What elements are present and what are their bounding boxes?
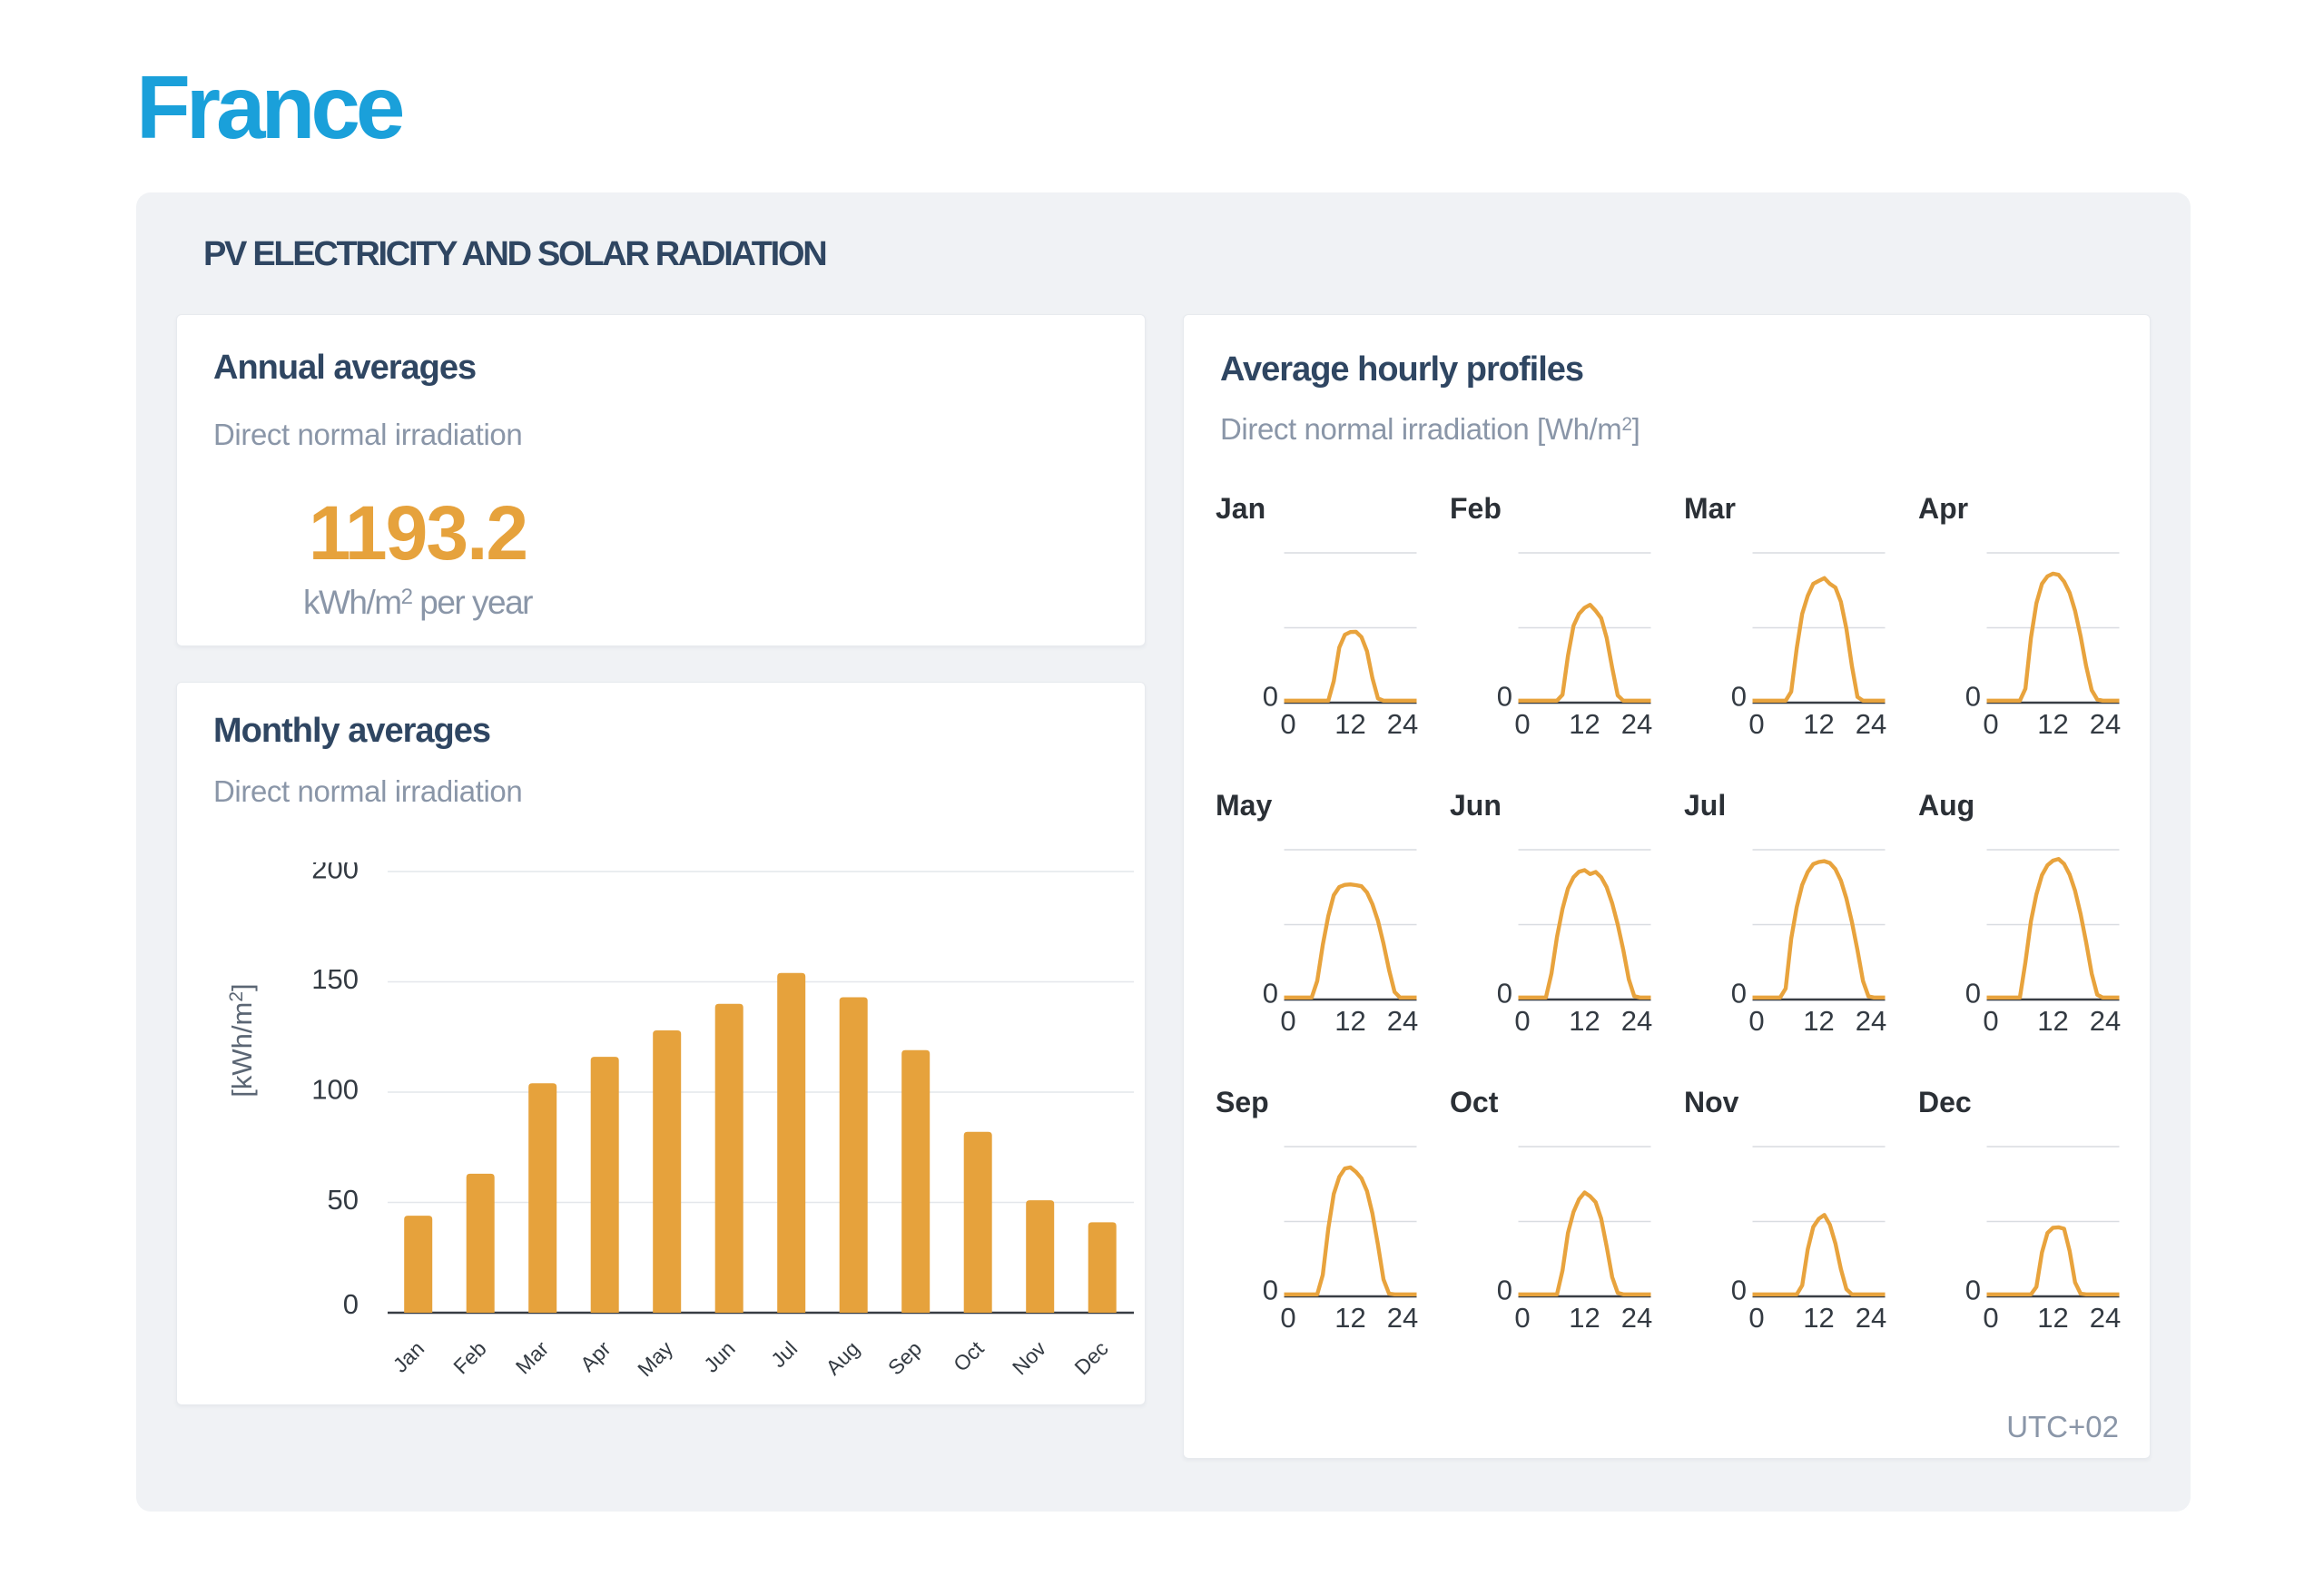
- svg-text:0: 0: [1497, 978, 1512, 1010]
- svg-text:12: 12: [2037, 1005, 2068, 1037]
- svg-text:0: 0: [1731, 1275, 1747, 1306]
- svg-text:0: 0: [1280, 708, 1295, 740]
- svg-text:12: 12: [1803, 708, 1834, 740]
- svg-text:12: 12: [1569, 1302, 1600, 1334]
- svg-text:Sep: Sep: [1216, 1086, 1269, 1118]
- svg-text:Sep: Sep: [883, 1336, 926, 1379]
- svg-text:Jun: Jun: [699, 1336, 740, 1377]
- svg-text:Aug: Aug: [821, 1336, 863, 1379]
- svg-text:0: 0: [1514, 1005, 1530, 1037]
- svg-text:Dec: Dec: [1918, 1086, 1972, 1118]
- svg-text:24: 24: [1387, 1302, 1418, 1334]
- svg-text:Jan: Jan: [389, 1336, 429, 1377]
- svg-text:0: 0: [1983, 708, 1998, 740]
- svg-text:0: 0: [1965, 681, 1981, 713]
- svg-text:24: 24: [1856, 708, 1886, 740]
- svg-text:24: 24: [1856, 1005, 1886, 1037]
- svg-text:0: 0: [1263, 1275, 1278, 1306]
- svg-text:Jul: Jul: [766, 1336, 802, 1372]
- svg-text:Oct: Oct: [1450, 1086, 1499, 1118]
- svg-text:Jul: Jul: [1684, 789, 1726, 822]
- svg-text:24: 24: [2090, 1302, 2121, 1334]
- svg-text:100: 100: [311, 1074, 359, 1106]
- svg-text:0: 0: [1748, 708, 1764, 740]
- svg-text:0: 0: [1497, 1275, 1512, 1306]
- svg-text:200: 200: [311, 862, 359, 885]
- svg-text:50: 50: [328, 1184, 359, 1216]
- svg-text:Nov: Nov: [1008, 1336, 1051, 1380]
- svg-text:0: 0: [1983, 1302, 1998, 1334]
- svg-text:24: 24: [2090, 1005, 2121, 1037]
- svg-text:0: 0: [1280, 1302, 1295, 1334]
- svg-text:Jan: Jan: [1216, 492, 1265, 525]
- svg-text:0: 0: [1280, 1005, 1295, 1037]
- svg-text:Dec: Dec: [1069, 1336, 1112, 1379]
- svg-text:150: 150: [311, 963, 359, 995]
- svg-text:0: 0: [1263, 681, 1278, 713]
- svg-text:Nov: Nov: [1684, 1086, 1739, 1118]
- svg-text:12: 12: [1334, 1302, 1365, 1334]
- svg-text:24: 24: [1856, 1302, 1886, 1334]
- svg-text:Mar: Mar: [511, 1336, 554, 1379]
- svg-text:Mar: Mar: [1684, 492, 1736, 525]
- svg-text:24: 24: [1387, 1005, 1418, 1037]
- svg-text:12: 12: [1569, 1005, 1600, 1037]
- svg-text:May: May: [1216, 789, 1272, 822]
- svg-text:[kWh/m2]: [kWh/m2]: [226, 983, 258, 1097]
- svg-text:0: 0: [1965, 978, 1981, 1010]
- svg-text:24: 24: [1621, 708, 1652, 740]
- svg-text:24: 24: [1621, 1005, 1652, 1037]
- svg-text:0: 0: [343, 1288, 359, 1320]
- svg-text:12: 12: [2037, 1302, 2068, 1334]
- svg-text:Jun: Jun: [1450, 789, 1502, 822]
- svg-text:12: 12: [2037, 708, 2068, 740]
- svg-text:0: 0: [1983, 1005, 1998, 1037]
- svg-text:12: 12: [1334, 1005, 1365, 1037]
- svg-text:0: 0: [1514, 1302, 1530, 1334]
- svg-text:12: 12: [1803, 1302, 1834, 1334]
- svg-text:12: 12: [1569, 708, 1600, 740]
- svg-text:Feb: Feb: [448, 1336, 490, 1378]
- svg-text:0: 0: [1748, 1302, 1764, 1334]
- svg-text:0: 0: [1731, 978, 1747, 1010]
- svg-text:0: 0: [1514, 708, 1530, 740]
- svg-text:0: 0: [1965, 1275, 1981, 1306]
- svg-text:12: 12: [1803, 1005, 1834, 1037]
- svg-text:0: 0: [1731, 681, 1747, 713]
- svg-text:24: 24: [1621, 1302, 1652, 1334]
- svg-text:Aug: Aug: [1918, 789, 1974, 822]
- svg-text:Oct: Oct: [949, 1336, 989, 1376]
- svg-text:Apr: Apr: [576, 1336, 615, 1376]
- svg-text:Apr: Apr: [1918, 492, 1968, 525]
- svg-text:Feb: Feb: [1450, 492, 1502, 525]
- svg-text:24: 24: [1387, 708, 1418, 740]
- svg-text:0: 0: [1748, 1005, 1764, 1037]
- svg-text:May: May: [633, 1336, 677, 1381]
- svg-text:12: 12: [1334, 708, 1365, 740]
- svg-text:0: 0: [1497, 681, 1512, 713]
- svg-text:0: 0: [1263, 978, 1278, 1010]
- svg-text:24: 24: [2090, 708, 2121, 740]
